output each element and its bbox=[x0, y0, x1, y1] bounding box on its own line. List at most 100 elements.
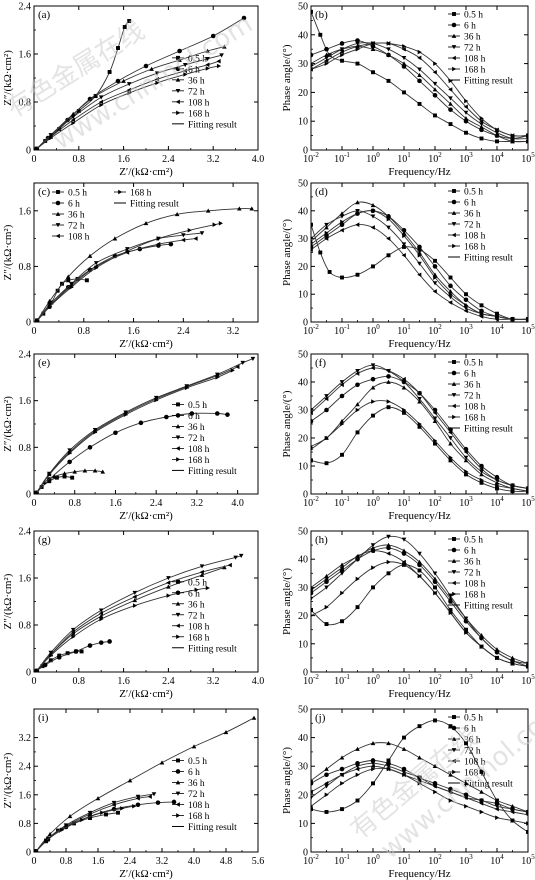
data-point bbox=[448, 798, 453, 803]
x-tick-label: 10-1 bbox=[334, 151, 350, 165]
y-tick-label: 2.4 bbox=[19, 2, 32, 13]
x-tick-label: 105 bbox=[521, 853, 535, 867]
legend-label: 72 h bbox=[188, 434, 205, 444]
y-tick-label: 40 bbox=[298, 555, 308, 566]
data-point bbox=[386, 741, 391, 746]
data-point bbox=[510, 803, 515, 809]
data-point bbox=[70, 629, 76, 635]
legend-label: 6 h bbox=[464, 22, 476, 32]
y-ticks: 0 10 20 30 40 50 bbox=[298, 527, 528, 679]
x-ticks: 0 0.8 1.6 2.4 3.2 4.0 bbox=[32, 6, 265, 165]
legend-label: 72 h bbox=[464, 44, 481, 54]
panel-label: (f) bbox=[315, 357, 326, 369]
y-ticks: 0 0.8 1.6 2.4 bbox=[19, 527, 258, 679]
data-point bbox=[324, 52, 329, 57]
x-tick-label: 0 bbox=[32, 676, 37, 687]
y-tick-label: 1.6 bbox=[19, 50, 32, 61]
data-point bbox=[479, 118, 484, 124]
data-point bbox=[44, 838, 49, 843]
legend-marker bbox=[451, 403, 456, 409]
data-point bbox=[355, 430, 360, 435]
data-point bbox=[402, 233, 407, 239]
data-point bbox=[402, 90, 406, 95]
x-axis-label: Z′/(kΩ·cm²) bbox=[119, 868, 173, 880]
data-point bbox=[432, 81, 438, 87]
legend-marker bbox=[56, 190, 60, 194]
panel-g: 0 0.8 1.6 2.4 3.2 4.000.81.62.4Z′/(kΩ·cm²)Z″/… bbox=[2, 527, 264, 701]
data-point bbox=[324, 781, 329, 786]
data-point bbox=[464, 130, 468, 135]
legend-marker bbox=[175, 601, 181, 606]
y-tick-label: 0 bbox=[303, 848, 308, 859]
data-point bbox=[355, 576, 360, 582]
data-point bbox=[495, 139, 499, 144]
data-point bbox=[166, 584, 171, 589]
data-point bbox=[216, 58, 221, 64]
x-tick-label: 101 bbox=[397, 853, 411, 867]
x-tick-label: 103 bbox=[459, 151, 473, 165]
y-ticks: 0 10 20 30 40 50 bbox=[298, 179, 528, 329]
x-tick-label: 103 bbox=[459, 853, 473, 867]
data-point bbox=[339, 382, 344, 388]
legend-label: 72 h bbox=[188, 790, 205, 800]
legend-label: 72 h bbox=[464, 747, 481, 757]
data-point bbox=[448, 107, 453, 112]
data-point bbox=[87, 253, 93, 258]
data-point bbox=[93, 429, 98, 435]
data-point bbox=[432, 571, 438, 576]
fit-line-72h bbox=[36, 232, 203, 321]
data-point bbox=[241, 15, 247, 21]
data-point bbox=[199, 564, 205, 569]
data-point bbox=[355, 368, 360, 374]
data-point bbox=[417, 55, 422, 61]
data-point bbox=[199, 569, 204, 575]
data-point bbox=[464, 741, 468, 746]
y-tick-label: 2.4 bbox=[19, 350, 32, 361]
legend-marker bbox=[451, 758, 456, 764]
legend-fit-label: Fitting result bbox=[464, 780, 513, 790]
legend-label: 6 h bbox=[464, 370, 476, 380]
data-point bbox=[127, 778, 133, 783]
y-tick-label: 10 bbox=[298, 462, 308, 473]
y-ticks: 0 0.8 1.6 2.4 bbox=[19, 2, 258, 157]
data-point bbox=[135, 796, 140, 801]
data-point bbox=[526, 821, 528, 826]
y-axis-label: Z″/(kΩ·cm²) bbox=[2, 224, 14, 280]
legend-marker bbox=[175, 769, 181, 774]
data-point bbox=[147, 794, 152, 799]
legend-marker bbox=[451, 570, 457, 575]
legend-marker bbox=[176, 402, 180, 407]
data-point bbox=[111, 800, 117, 805]
legend-label: 72 h bbox=[68, 222, 85, 232]
data-point bbox=[205, 48, 210, 53]
data-point bbox=[177, 48, 182, 54]
legend-label: 36 h bbox=[464, 736, 481, 746]
data-point bbox=[463, 306, 469, 311]
series-group bbox=[34, 15, 247, 150]
x-tick-label: 105 bbox=[521, 323, 535, 337]
data-point bbox=[479, 477, 484, 483]
data-point bbox=[448, 789, 453, 795]
data-point bbox=[355, 272, 360, 277]
x-tick-label: 4.0 bbox=[252, 154, 265, 165]
data-point bbox=[371, 70, 375, 75]
data-point bbox=[67, 813, 73, 819]
data-point bbox=[448, 455, 453, 460]
y-tick-label: 2.4 bbox=[19, 527, 32, 538]
data-point bbox=[479, 472, 484, 477]
data-point bbox=[494, 806, 499, 812]
data-point bbox=[355, 766, 360, 772]
y-tick-label: 40 bbox=[298, 733, 308, 744]
data-point bbox=[355, 746, 360, 751]
data-point bbox=[47, 304, 52, 310]
data-point bbox=[42, 662, 48, 668]
legend-marker bbox=[176, 55, 180, 60]
data-point bbox=[463, 104, 468, 110]
data-point bbox=[371, 585, 375, 590]
data-point bbox=[219, 53, 224, 58]
data-point bbox=[48, 133, 54, 138]
data-point bbox=[184, 385, 190, 391]
data-point bbox=[216, 63, 222, 69]
